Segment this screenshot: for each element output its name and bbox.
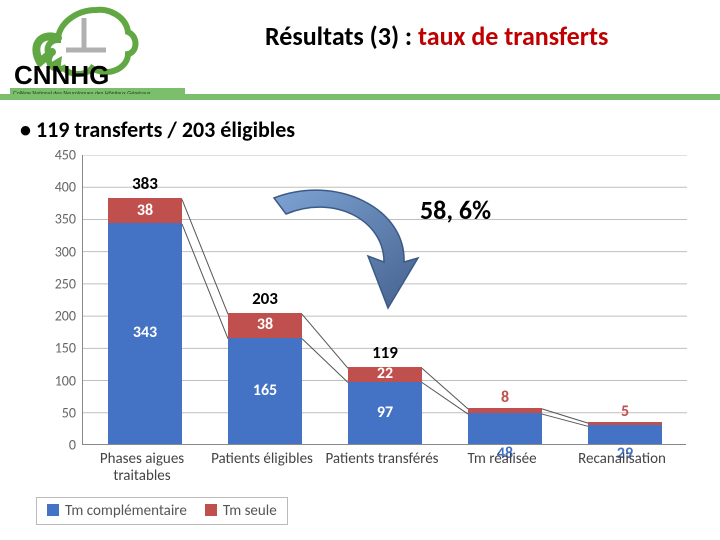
ytick: 50 [36,404,76,421]
bar-segment-a [468,413,542,444]
ytick: 350 [36,211,76,228]
xlabel: Recanalisation [562,451,682,468]
bar-segment-b [468,408,542,413]
xlabel: Patients éligibles [202,451,322,468]
bar-total: 383 [108,173,182,194]
bar: 34338383 [108,198,182,444]
bar-value-a: 343 [108,325,182,341]
bar-segment-a [588,425,662,444]
slide: CNNHG Collège National des Neurologues d… [0,0,720,540]
chart-legend: Tm complémentaire Tm seule [36,497,288,525]
org-logo: CNNHG Collège National des Neurologues d… [10,6,185,98]
bar-value-b: 38 [108,203,182,219]
ytick: 400 [36,179,76,196]
bar-value-b: 22 [348,366,422,382]
logo-acronym: CNNHG [14,60,109,90]
legend-item-b: Tm seule [205,502,277,520]
title-rule [0,94,720,100]
title-prefix: Résultats (3) : [265,20,418,52]
bar-value-b: 8 [468,390,542,406]
ytick: 450 [36,147,76,164]
xlabel: Phases aigues traitables [82,451,202,486]
rate-label: 58, 6% [420,194,491,226]
title-highlight: taux de transferts [418,20,608,52]
ytick: 300 [36,243,76,260]
slide-title: Résultats (3) : taux de transferts [265,20,608,52]
ytick: 0 [36,437,76,454]
bar: 488 [468,408,542,444]
curve-arrow-icon [256,180,426,330]
ytick: 200 [36,308,76,325]
ytick: 250 [36,275,76,292]
ytick: 150 [36,340,76,357]
bar-segment-b [588,422,662,425]
legend-item-a: Tm complémentaire [47,502,187,520]
bar-total: 119 [348,342,422,363]
bullet-text: 119 transferts / 203 éligibles [20,116,295,143]
bar: 295 [588,422,662,444]
bar-value-b: 5 [588,404,662,420]
bar: 9722119 [348,367,422,444]
bar-value-a: 97 [348,405,422,421]
ytick: 100 [36,372,76,389]
bar: 16538203 [228,313,302,444]
bar-value-a: 165 [228,383,302,399]
xlabel: Patients transférés [322,451,442,468]
xlabel: Tm réalisée [442,451,562,468]
